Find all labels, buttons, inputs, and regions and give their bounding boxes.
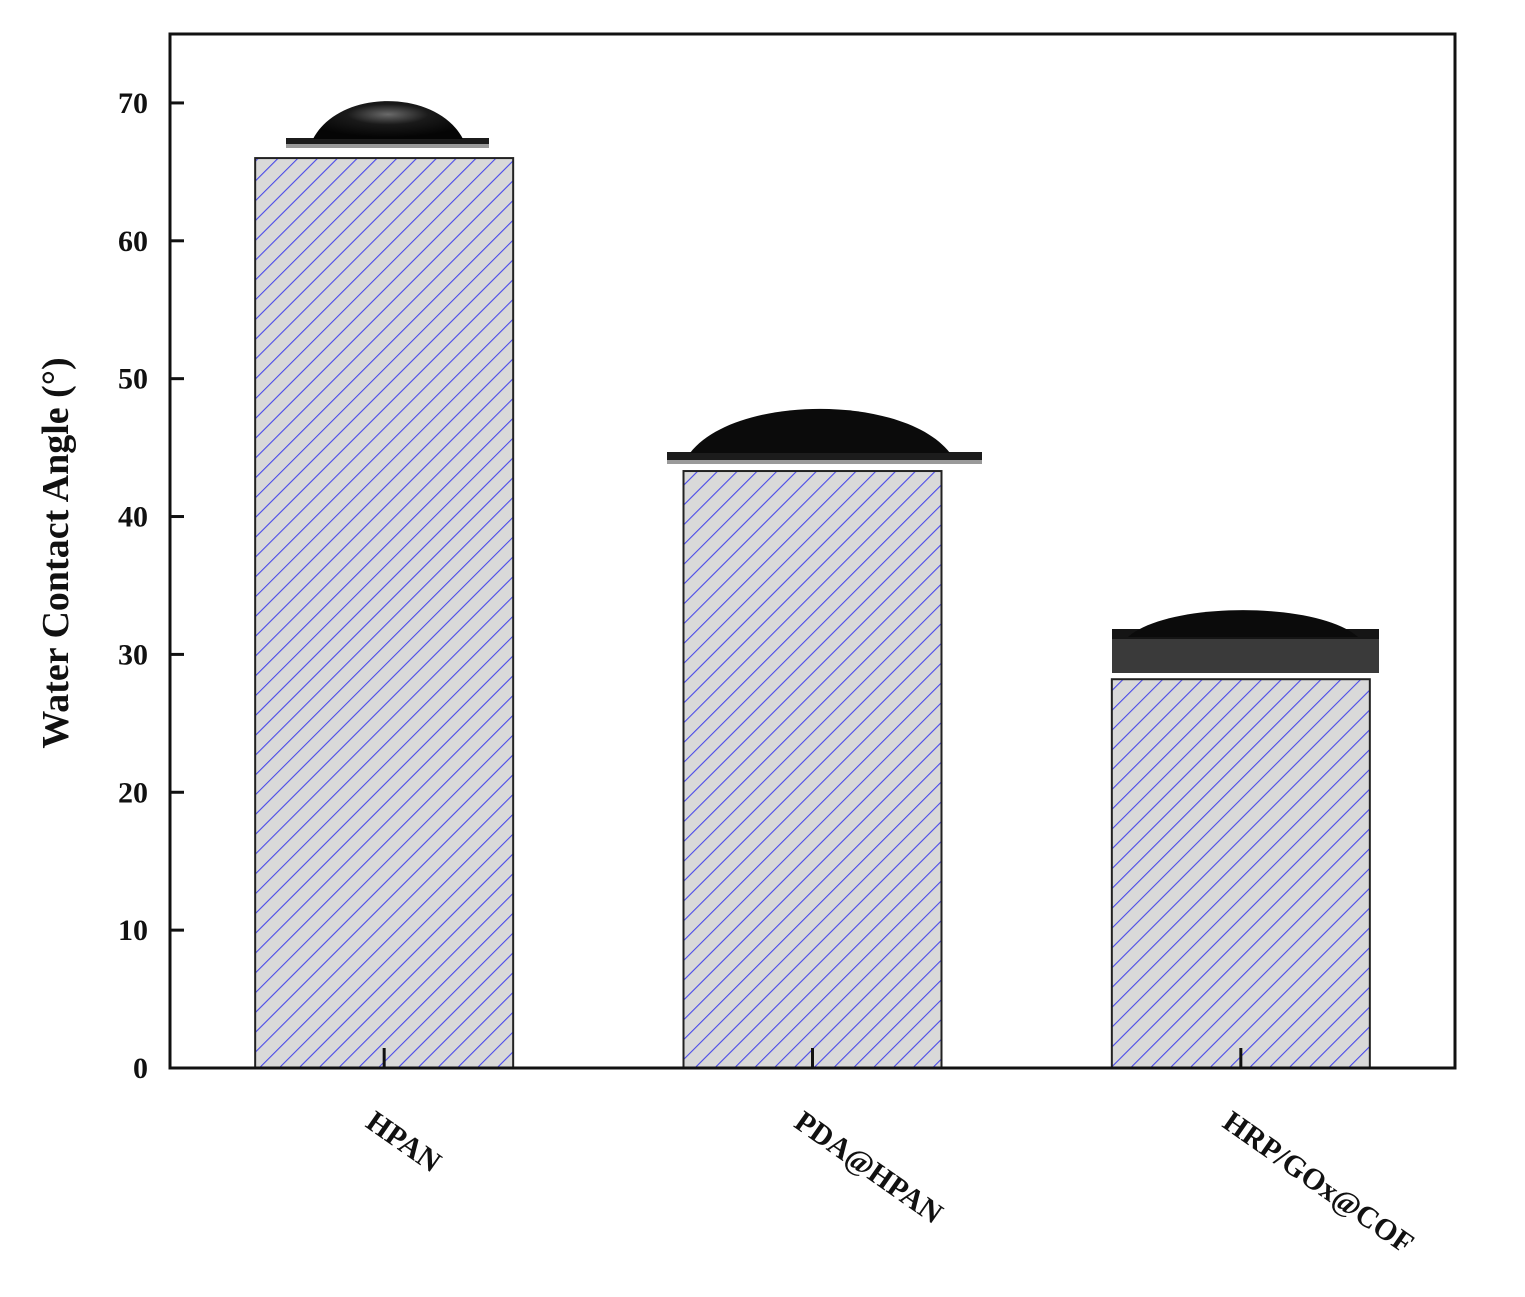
plot-area: HPAN PDA@HPAN HRP/GOx@COF 0 10 20 30 40 50 60 70 (118, 32, 1457, 1261)
water-droplet-photo (313, 101, 463, 139)
y-axis-label: Water Contact Angle (°) (35, 357, 77, 748)
y-tick-label: 60 (118, 225, 148, 258)
bar-2 (682, 470, 943, 1069)
droplet-reflection (286, 144, 489, 148)
x-tick-label: HRP/GOx@COF (1217, 1105, 1420, 1261)
y-tick-label: 70 (118, 87, 148, 120)
droplet-substrate (286, 138, 489, 144)
water-droplet-photo (690, 408, 950, 453)
droplet-image-2 (667, 408, 982, 464)
y-tick-label: 30 (118, 638, 148, 671)
y-tick-label: 40 (118, 501, 148, 534)
x-tick-label: HPAN (360, 1105, 447, 1180)
plot-frame (168, 32, 1457, 1070)
bar-1 (254, 157, 515, 1069)
y-tick-label: 20 (118, 776, 148, 809)
droplet-image-3 (1112, 610, 1379, 673)
water-droplet-photo (1128, 610, 1358, 637)
x-tick-label: PDA@HPAN (788, 1105, 948, 1231)
droplet-substrate (667, 452, 982, 460)
y-tick-label: 10 (118, 914, 148, 947)
y-tick-label: 0 (133, 1052, 148, 1085)
bar-3 (1110, 678, 1371, 1069)
y-tick-label: 50 (118, 363, 148, 396)
droplet-image-1 (286, 101, 489, 148)
droplet-reflection (667, 460, 982, 464)
